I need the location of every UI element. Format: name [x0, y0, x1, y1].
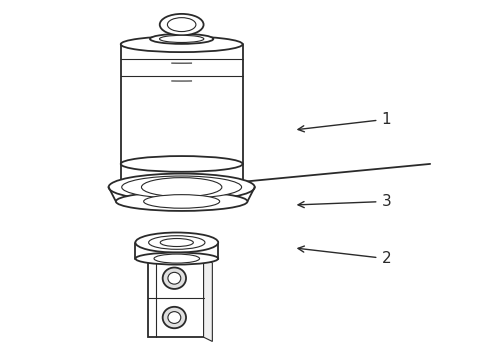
Ellipse shape	[142, 177, 222, 197]
Ellipse shape	[121, 156, 243, 172]
Polygon shape	[203, 258, 212, 342]
Text: 3: 3	[298, 194, 391, 209]
Ellipse shape	[168, 273, 181, 284]
Ellipse shape	[135, 253, 218, 265]
Ellipse shape	[159, 35, 204, 42]
Ellipse shape	[148, 236, 205, 249]
Ellipse shape	[109, 174, 255, 201]
Text: 2: 2	[298, 246, 391, 266]
Ellipse shape	[144, 195, 220, 208]
Ellipse shape	[166, 33, 197, 41]
Ellipse shape	[160, 14, 203, 35]
Ellipse shape	[163, 267, 186, 289]
Text: 1: 1	[298, 112, 391, 132]
Ellipse shape	[160, 239, 194, 247]
Ellipse shape	[154, 254, 199, 263]
Ellipse shape	[121, 36, 243, 52]
Ellipse shape	[168, 312, 181, 323]
Ellipse shape	[122, 176, 242, 198]
Ellipse shape	[168, 18, 196, 32]
Polygon shape	[147, 258, 203, 337]
Ellipse shape	[163, 307, 186, 328]
Ellipse shape	[116, 192, 247, 211]
Ellipse shape	[135, 233, 218, 252]
Ellipse shape	[150, 34, 213, 44]
